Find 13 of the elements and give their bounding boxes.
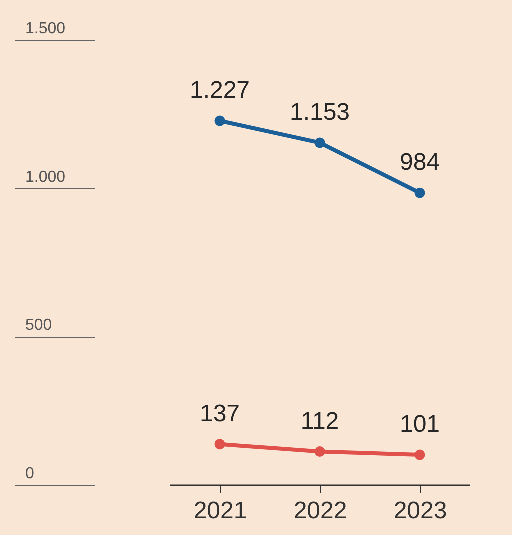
- x-tick-label: 2022: [294, 498, 348, 524]
- data-label: 112: [300, 408, 340, 435]
- data-label: 1.227: [190, 76, 250, 104]
- y-tick-label: 500: [26, 317, 52, 334]
- data-label: 984: [400, 149, 440, 176]
- data-label: 101: [400, 411, 440, 438]
- y-tick-label: 1.000: [26, 168, 66, 186]
- y-tick-label: 0: [26, 466, 34, 482]
- data-label: 1.153: [290, 98, 350, 126]
- x-tick-label: 2023: [394, 498, 448, 524]
- x-tick-label: 2021: [194, 498, 248, 524]
- data-label: 137: [200, 400, 240, 428]
- y-tick-label: 1.500: [26, 20, 66, 38]
